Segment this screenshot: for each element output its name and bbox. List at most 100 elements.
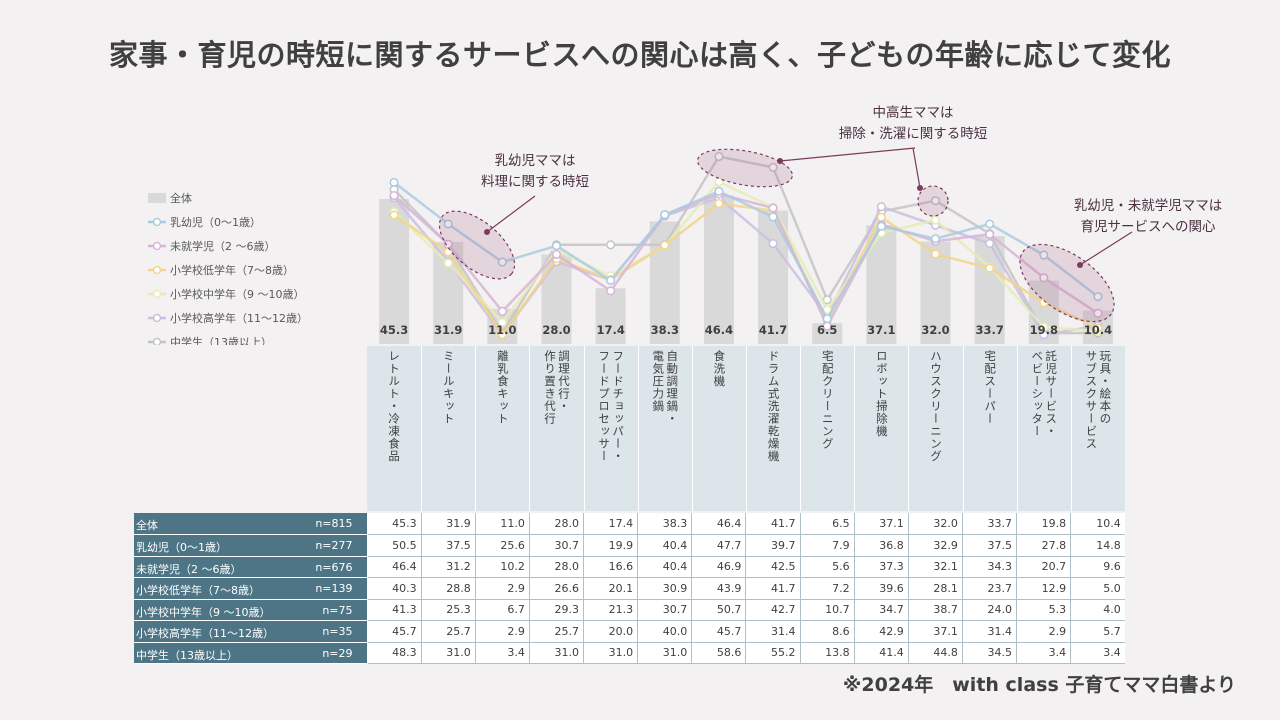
series-1-point-1	[390, 179, 398, 187]
row-label: 乳幼児（0〜1歳）	[136, 539, 227, 555]
table-cell: 12.9	[1017, 578, 1071, 600]
table-cell: 58.6	[692, 642, 746, 664]
table-cell: 43.9	[692, 578, 746, 600]
bar-value-label-8: 41.7	[759, 323, 787, 337]
annotation-text-3-line-2: 育児サービスへの関心	[1081, 219, 1216, 235]
row-label: 小学校中学年（9 〜10歳）	[136, 604, 271, 620]
category-label-11: ハウスクリーニング	[929, 346, 943, 511]
category-column-7: 食洗機	[692, 346, 746, 511]
legend-label-5: 小学校中学年（9 〜10歳）	[170, 287, 305, 301]
table-cell: 11.0	[475, 513, 529, 535]
series-1-point-6	[661, 211, 669, 219]
bar-value-label-1: 45.3	[380, 323, 408, 337]
table-cell: 32.9	[908, 535, 962, 557]
category-column-2: ミールキット	[421, 346, 475, 511]
bar-value-label-14: 10.4	[1084, 323, 1112, 337]
row-label: 小学校低学年（7〜8歳）	[136, 582, 260, 598]
table-cell: 20.7	[1017, 556, 1071, 578]
table-cell: 20.0	[584, 621, 638, 643]
annotation-leader-1	[487, 196, 535, 232]
series-3-point-10	[878, 213, 886, 221]
table-cell: 10.2	[475, 556, 529, 578]
table-cell: 5.0	[1071, 578, 1125, 600]
table-cell: 25.7	[421, 621, 475, 643]
series-3-point-1	[390, 211, 398, 219]
table-row-header: 全体 n=815	[134, 513, 367, 535]
series-1-point-8	[769, 213, 777, 221]
table-cell: 20.1	[584, 578, 638, 600]
row-sample-size: n=139	[315, 582, 352, 595]
table-cell: 29.3	[529, 599, 583, 621]
table-cell: 50.5	[367, 535, 421, 557]
table-cell: 41.3	[367, 599, 421, 621]
category-label-10: ロボット掃除機	[875, 346, 889, 511]
legend-swatch-marker-4	[154, 267, 161, 274]
table-cell: 13.8	[800, 642, 854, 664]
table-cell: 40.4	[638, 535, 692, 557]
series-3-point-11	[932, 250, 940, 258]
table-cell: 33.7	[962, 513, 1016, 535]
source-note: ※2024年 with class 子育てママ白書より	[843, 670, 1236, 697]
table-cell: 31.4	[746, 621, 800, 643]
series-2-point-12	[986, 230, 994, 238]
table-row-header: 乳幼児（0〜1歳） n=277	[134, 535, 367, 557]
series-1-point-4	[553, 242, 561, 250]
category-label-8: ドラム式洗濯乾燥機	[767, 346, 781, 511]
table-cell: 42.5	[746, 556, 800, 578]
category-label-2: ミールキット	[442, 346, 456, 511]
table-cell: 34.3	[962, 556, 1016, 578]
legend-label-4: 小学校低学年（7〜8歳）	[170, 263, 294, 277]
table-cell: 40.0	[638, 621, 692, 643]
table-cell: 5.3	[1017, 599, 1071, 621]
table-cell: 32.0	[908, 513, 962, 535]
category-label-4: 調理代行・ 作り置き代行	[543, 346, 571, 511]
table-cell: 37.5	[962, 535, 1016, 557]
table-cell: 19.9	[584, 535, 638, 557]
annotation-highlight-3	[918, 186, 948, 216]
table-row: 小学校高学年（11〜12歳） n=35 45.7 25.7 2.9 25.7 20.0 40.…	[134, 621, 1125, 643]
series-1-point-9	[823, 315, 831, 323]
legend-swatch-marker-6	[154, 315, 161, 322]
table-cell: 27.8	[1017, 535, 1071, 557]
annotation-text-2-line-1: 中高生ママは	[873, 104, 954, 121]
table-cell: 32.1	[908, 556, 962, 578]
table-cell: 31.9	[421, 513, 475, 535]
row-label: 全体	[136, 517, 158, 533]
category-column-14: 玩具・絵本の サブスクサービス	[1071, 346, 1125, 511]
table-cell: 6.5	[800, 513, 854, 535]
annotation-dot-3	[917, 185, 923, 191]
table-cell: 16.6	[584, 556, 638, 578]
category-column-8: ドラム式洗濯乾燥機	[746, 346, 800, 511]
table-cell: 46.9	[692, 556, 746, 578]
table-cell: 40.3	[367, 578, 421, 600]
category-column-12: 宅配スーパー	[963, 346, 1017, 511]
annotation-text-1-line-2: 料理に関する時短	[481, 174, 589, 190]
table-cell: 38.3	[638, 513, 692, 535]
table-cell: 41.7	[746, 578, 800, 600]
table-row: 乳幼児（0〜1歳） n=277 50.5 37.5 25.6 30.7 19.9 40.4 47…	[134, 535, 1125, 557]
table-cell: 2.9	[475, 578, 529, 600]
table-row: 小学校中学年（9 〜10歳） n=75 41.3 25.3 6.7 29.3 21.3 30.…	[134, 599, 1125, 621]
table-cell: 25.6	[475, 535, 529, 557]
legend-swatch-marker-5	[154, 291, 161, 298]
legend-label-2: 乳幼児（0〜1歳）	[170, 216, 261, 229]
table-cell: 10.4	[1071, 513, 1125, 535]
table-cell: 37.1	[908, 621, 962, 643]
category-label-3: 離乳食キット	[496, 346, 510, 511]
legend-label-3: 未就学児（2 〜6歳）	[170, 239, 276, 253]
series-1-point-5	[607, 277, 615, 285]
table-cell: 37.1	[854, 513, 908, 535]
series-4-point-11	[932, 216, 940, 224]
table-row-header: 小学校低学年（7〜8歳） n=139	[134, 578, 367, 600]
data-table: 全体 n=815 45.3 31.9 11.0 28.0 17.4 38.3 46.4 41.7 6…	[134, 513, 1125, 664]
table-cell: 39.7	[746, 535, 800, 557]
table-cell: 25.3	[421, 599, 475, 621]
table-cell: 7.2	[800, 578, 854, 600]
row-sample-size: n=676	[315, 561, 352, 574]
table-cell: 7.9	[800, 535, 854, 557]
table-cell: 3.4	[475, 642, 529, 664]
series-2-point-8	[769, 204, 777, 212]
table-cell: 19.8	[1017, 513, 1071, 535]
annotation-dot-1	[484, 229, 490, 235]
table-cell: 30.7	[529, 535, 583, 557]
